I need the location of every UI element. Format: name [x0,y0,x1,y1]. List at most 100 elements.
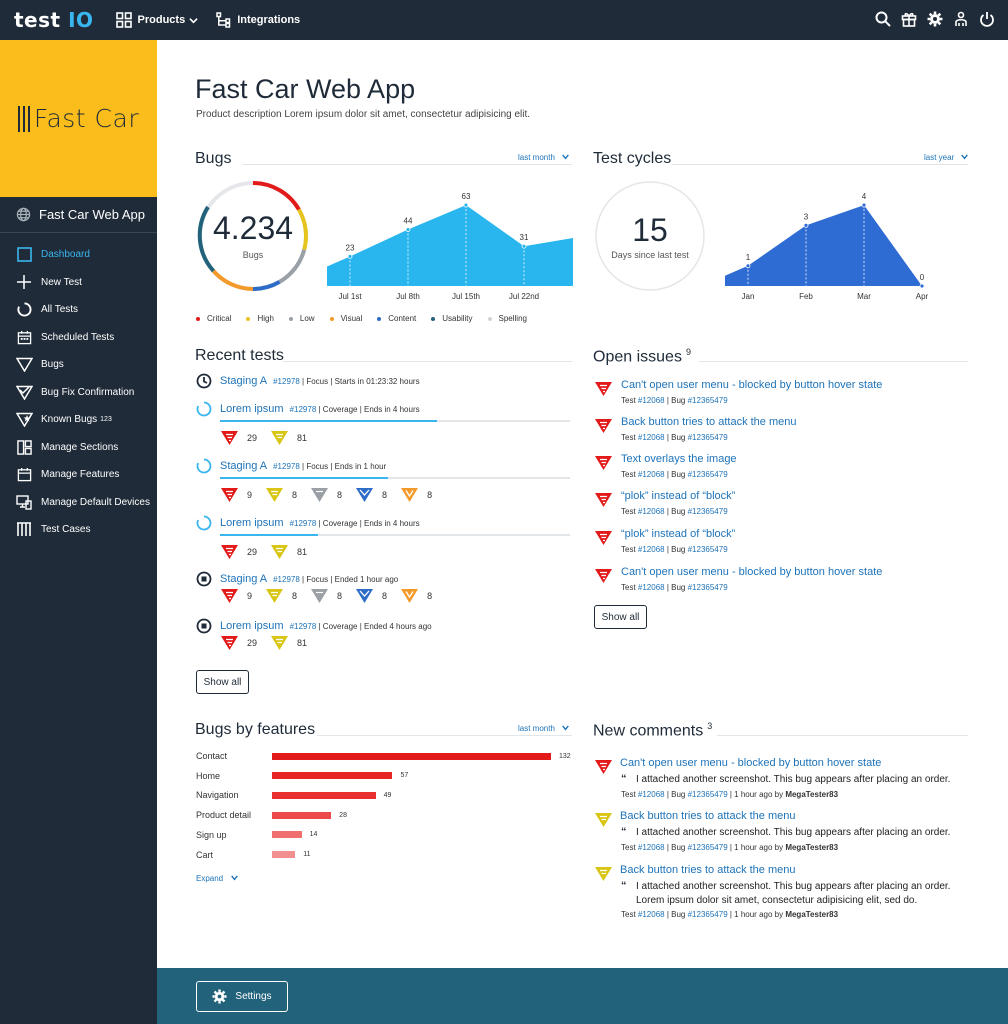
features-icon [15,466,33,484]
sidebar-item-manage-features[interactable]: Manage Features [0,461,157,489]
power-icon[interactable] [978,10,996,28]
feature-label: Navigation [196,790,239,801]
sidebar-item-all-tests[interactable]: All Tests [0,296,157,324]
comment-meta: Test #12068 | Bug #12365479 | 1 hour ago… [621,790,839,799]
bugs-area-chart: 23 Jul 1st 44 Jul 8th 63 Jul 15th 31 Jul 22nd [327,192,573,301]
gift-icon[interactable] [900,10,918,28]
comment-test-link[interactable]: #12068 [637,843,665,852]
issue-title-link[interactable]: Can't open user menu - blocked by button… [621,379,883,391]
circle-icon [15,301,33,319]
settings-button[interactable]: Settings [196,981,288,1012]
days-since-label: Days since last test [611,250,689,260]
bug-critical-icon [221,636,238,650]
feature-value: 49 [383,791,392,799]
issue-bug-link[interactable]: #12365479 [687,433,728,442]
issue-bug-link[interactable]: #12365479 [687,583,728,592]
feature-bar-row[interactable]: Cart 11 [196,848,576,862]
test-cycles-period-select[interactable]: last year [924,153,969,162]
issue-test-link[interactable]: #12068 [637,433,665,442]
bugs-chart-data-point[interactable] [347,254,353,259]
issue-meta: Test #12068 | Bug #12365479 [621,470,728,479]
issue-bug-link[interactable]: #12365479 [687,470,728,479]
users-icon[interactable] [952,10,970,28]
open-issues-show-all-button[interactable]: Show all [594,605,647,629]
comment-test-link[interactable]: #12068 [637,790,665,799]
issue-title-link[interactable]: “plok” instead of “block” [621,490,736,502]
bugs-total: 4.234 [212,210,294,246]
feature-bar-row[interactable]: Sign up 14 [196,828,576,842]
issue-title-link[interactable]: “plok” instead of “block” [621,528,736,540]
chevron-down-icon [231,875,239,881]
sidebar-item-bug-fix-confirmation[interactable]: Bug Fix Confirmation [0,379,157,407]
feature-value: 132 [559,752,571,760]
bug-high-icon [595,867,612,881]
bugs-chart-data-point[interactable] [463,202,469,208]
top-nav: Products Integrations [115,12,319,28]
expand-features-button[interactable]: Expand [196,874,239,883]
issue-title-link[interactable]: Back button tries to attack the menu [621,416,797,428]
integrations-menu[interactable]: Integrations [216,12,300,28]
comment-bug-link[interactable]: #12365479 [687,843,728,852]
sidebar-item-manage-default-devices[interactable]: Manage Default Devices [0,489,157,517]
cycles-chart-data-point[interactable] [803,222,809,228]
gear-icon[interactable] [926,10,944,28]
issue-test-link[interactable]: #12068 [637,507,665,516]
chevron-down-icon [961,154,969,160]
comment-bug-link[interactable]: #12365479 [687,790,728,799]
brand-tile[interactable]: Fast Car [0,40,157,197]
sidebar-item-dashboard[interactable]: Dashboard [0,241,157,269]
sidebar-item-new-test[interactable]: New Test [0,269,157,297]
issue-meta: Test #12068 | Bug #12365479 [621,507,728,516]
sidebar-item-test-cases[interactable]: Test Cases [0,516,157,544]
test-name-link[interactable]: Staging A [220,375,268,387]
bug-critical-icon [595,760,612,774]
test-name-link[interactable]: Lorem ipsum [220,620,284,632]
test-meta: #12978 | Focus | Ended 1 hour ago [273,574,399,584]
project-selector[interactable]: Fast Car Web App [0,197,157,233]
bugs-chart-data-point[interactable] [405,227,411,232]
issue-meta: Test #12068 | Bug #12365479 [621,433,728,442]
bugs-chart-data-point[interactable] [521,243,527,249]
sidebar-item-manage-sections[interactable]: Manage Sections [0,434,157,462]
feature-bar-row[interactable]: Home 57 [196,769,576,783]
comment-issue-link[interactable]: Can't open user menu - blocked by button… [620,757,882,769]
test-name-link[interactable]: Lorem ipsum [220,403,284,415]
sections-icon [15,438,33,456]
issue-bug-link[interactable]: #12365479 [687,545,728,554]
test-name-link[interactable]: Staging A [220,573,268,585]
issue-bug-link[interactable]: #12365479 [687,396,728,405]
search-icon[interactable] [874,10,892,28]
comment-test-link[interactable]: #12068 [637,910,665,919]
test-progress-bar [220,420,570,422]
features-period-select[interactable]: last month [518,724,569,733]
test-name-link[interactable]: Lorem ipsum [220,517,284,529]
issue-title-link[interactable]: Can't open user menu - blocked by button… [621,566,883,578]
issue-test-link[interactable]: #12068 [637,470,665,479]
issue-test-link[interactable]: #12068 [637,396,665,405]
feature-bar-row[interactable]: Product detail 28 [196,808,576,822]
sidebar-item-bugs[interactable]: Bugs [0,351,157,379]
cycles-chart-data-point[interactable] [919,283,925,289]
issue-bug-link[interactable]: #12365479 [687,507,728,516]
sidebar-item-known-bugs[interactable]: Known Bugs 123 [0,406,157,434]
bugs-by-features-title: Bugs by features [195,721,316,738]
testio-logo[interactable]: test IO [14,8,94,32]
feature-bar-row[interactable]: Navigation 49 [196,788,576,802]
issue-title-link[interactable]: Text overlays the image [621,453,737,465]
products-menu[interactable]: Products [115,12,199,28]
comment-issue-link[interactable]: Back button tries to attack the menu [620,810,796,822]
sidebar-item-scheduled-tests[interactable]: Scheduled Tests [0,324,157,352]
comment-bug-link[interactable]: #12365479 [687,910,728,919]
sidebar-item-label: Manage Default Devices [41,496,150,508]
feature-bar-row[interactable]: Contact 132 [196,749,576,763]
bugs-period-select[interactable]: last month [518,153,569,162]
comment-issue-link[interactable]: Back button tries to attack the menu [620,864,796,876]
recent-tests-show-all-button[interactable]: Show all [196,670,249,694]
issue-test-link[interactable]: #12068 [637,583,665,592]
cycles-chart-data-point[interactable] [861,202,867,208]
cycles-chart-data-point[interactable] [745,263,751,269]
issue-test-link[interactable]: #12068 [637,545,665,554]
feature-label: Cart [196,849,214,860]
test-name-link[interactable]: Staging A [220,460,268,472]
quote-icon: “ [621,826,627,838]
